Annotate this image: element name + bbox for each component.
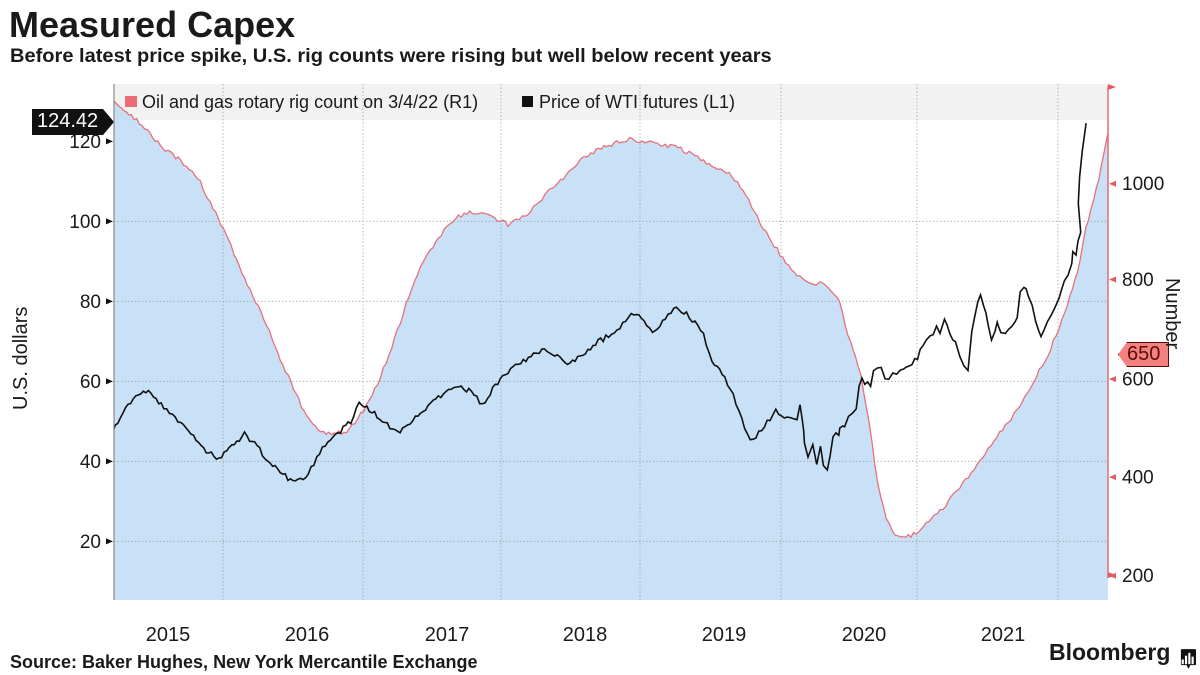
svg-text:800: 800 [1122, 270, 1154, 291]
svg-text:20: 20 [80, 532, 101, 553]
svg-text:2017: 2017 [425, 624, 470, 646]
svg-text:120: 120 [69, 132, 101, 153]
svg-text:200: 200 [1122, 566, 1154, 587]
svg-text:60: 60 [80, 372, 101, 393]
svg-text:2015: 2015 [146, 624, 191, 646]
svg-text:2021: 2021 [981, 624, 1026, 646]
svg-text:80: 80 [80, 292, 101, 313]
svg-text:2019: 2019 [702, 624, 747, 646]
svg-text:100: 100 [69, 212, 101, 233]
svg-text:2020: 2020 [842, 624, 887, 646]
svg-text:2018: 2018 [563, 624, 608, 646]
svg-text:1000: 1000 [1122, 174, 1164, 195]
svg-text:40: 40 [80, 452, 101, 473]
svg-text:400: 400 [1122, 468, 1154, 489]
svg-text:2016: 2016 [285, 624, 330, 646]
svg-text:600: 600 [1122, 370, 1154, 391]
